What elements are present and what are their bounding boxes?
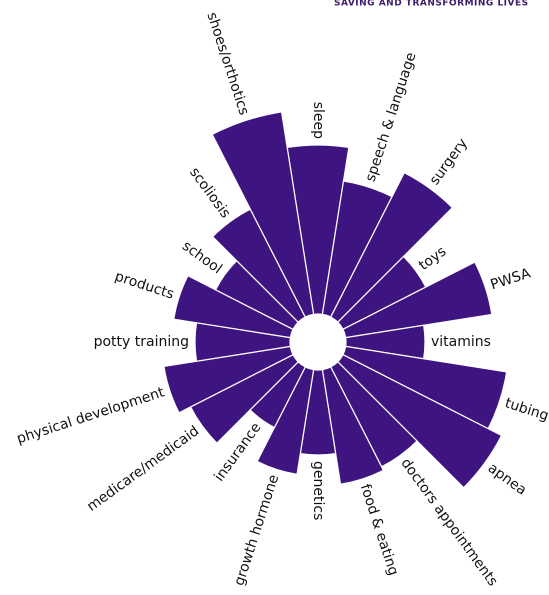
category-label: food & eating xyxy=(357,482,402,577)
category-label: potty training xyxy=(94,334,189,350)
category-label: scoliosis xyxy=(186,165,233,222)
category-label: physical development xyxy=(15,384,167,447)
tagline: SAVING AND TRANSFORMING LIVES xyxy=(334,0,529,9)
category-label: surgery xyxy=(427,136,471,188)
category-label: genetics xyxy=(310,461,326,520)
category-label: medicare/medicaid xyxy=(84,423,202,515)
category-label: growth hormone xyxy=(231,473,282,588)
category-label: PWSA xyxy=(489,265,533,293)
category-label: vitamins xyxy=(431,334,491,350)
category-label: tubing xyxy=(503,395,549,424)
category-label: school xyxy=(179,238,225,277)
category-label: products xyxy=(113,269,176,303)
center-hole xyxy=(290,314,346,370)
category-label: apnea xyxy=(485,460,530,499)
category-label: sleep xyxy=(310,102,326,139)
category-label: shoes/orthotics xyxy=(203,10,251,117)
category-label: speech & language xyxy=(363,50,420,183)
category-label: doctors appointments xyxy=(397,455,500,589)
category-label: toys xyxy=(416,243,449,273)
